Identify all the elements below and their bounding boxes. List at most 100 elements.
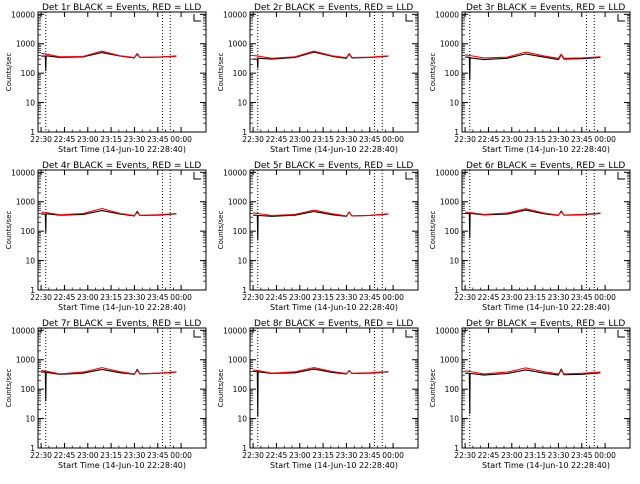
x-tick-label: 00:00	[382, 451, 404, 460]
y-tick-label: 10	[237, 415, 247, 424]
y-tick-label: 1000	[440, 356, 459, 365]
lld-series-line	[465, 208, 601, 216]
x-tick-label: 23:15	[312, 451, 334, 460]
lld-series-line	[253, 367, 389, 375]
x-tick-label: 23:15	[100, 293, 122, 302]
y-axis-label: Counts/sec	[429, 53, 437, 92]
x-tick-label: 22:30	[242, 135, 264, 144]
y-tick-label: 100	[21, 69, 36, 78]
x-axis-label: Start Time (14-Jun-10 22:28:40)	[270, 303, 398, 312]
x-tick-label: 22:30	[454, 135, 476, 144]
x-tick-label: 23:30	[336, 135, 358, 144]
y-tick-label: 1	[242, 128, 247, 137]
plot-frame	[249, 327, 419, 449]
x-tick-label: 23:30	[336, 293, 358, 302]
x-tick-label: 22:45	[54, 293, 76, 302]
x-tick-label: 23:30	[124, 135, 146, 144]
panel-title: Det 9r BLACK = Events, RED = LLD	[466, 319, 625, 329]
x-tick-label: 22:30	[242, 293, 264, 302]
corner-bracket	[617, 172, 625, 180]
x-tick-label: 00:00	[594, 293, 616, 302]
plot-frame	[249, 169, 419, 291]
y-tick-label: 100	[445, 227, 460, 236]
y-tick-label: 10	[25, 257, 35, 266]
plot-frame	[37, 327, 207, 449]
x-tick-label: 23:00	[289, 293, 311, 302]
y-tick-label: 10000	[223, 326, 247, 335]
y-tick-label: 10	[237, 257, 247, 266]
panel-title: Det 1r BLACK = Events, RED = LLD	[42, 3, 201, 13]
y-tick-label: 1000	[228, 40, 247, 49]
y-tick-label: 1000	[16, 40, 35, 49]
events-series-line	[465, 368, 601, 414]
lld-series-line	[41, 207, 177, 217]
y-axis-label: Counts/sec	[5, 211, 13, 250]
y-tick-label: 100	[445, 69, 460, 78]
panel-title: Det 3r BLACK = Events, RED = LLD	[466, 3, 625, 13]
x-tick-label: 23:45	[571, 135, 593, 144]
events-series-line	[41, 52, 177, 72]
plot-frame	[461, 11, 631, 133]
events-series-line	[253, 368, 389, 417]
y-tick-label: 10	[449, 257, 459, 266]
y-tick-label: 10000	[11, 10, 35, 19]
detector-panel: Det 2r BLACK = Events, RED = LLD 1 10 100 10…	[217, 3, 419, 154]
x-tick-label: 23:15	[524, 451, 546, 460]
y-tick-label: 1000	[16, 198, 35, 207]
x-tick-label: 22:30	[30, 451, 52, 460]
y-axis-label: Counts/sec	[217, 211, 225, 250]
y-tick-label: 10000	[223, 168, 247, 177]
corner-bracket	[617, 330, 625, 338]
y-tick-label: 10	[237, 99, 247, 108]
panel-title: Det 5r BLACK = Events, RED = LLD	[254, 161, 413, 171]
y-tick-label: 100	[21, 385, 36, 394]
y-tick-label: 1	[30, 286, 35, 295]
x-axis-label: Start Time (14-Jun-10 22:28:40)	[58, 145, 186, 154]
panel-title: Det 7r BLACK = Events, RED = LLD	[42, 319, 201, 329]
x-tick-label: 23:00	[289, 135, 311, 144]
x-tick-label: 23:45	[571, 293, 593, 302]
y-tick-label: 10	[25, 99, 35, 108]
x-tick-label: 22:30	[30, 293, 52, 302]
detector-panel: Det 7r BLACK = Events, RED = LLD 1 10 100 10…	[5, 319, 207, 470]
detector-panel: Det 1r BLACK = Events, RED = LLD 1 10 100 10…	[5, 3, 207, 154]
x-tick-label: 23:15	[100, 135, 122, 144]
x-tick-label: 22:45	[478, 451, 500, 460]
lld-series-line	[253, 50, 389, 59]
y-tick-label: 10000	[223, 10, 247, 19]
lld-series-line	[41, 367, 177, 375]
corner-bracket	[617, 14, 625, 22]
y-tick-label: 10000	[11, 168, 35, 177]
y-axis-label: Counts/sec	[217, 369, 225, 408]
plot-frame	[37, 169, 207, 291]
detector-panel: Det 6r BLACK = Events, RED = LLD 1 10 100 10…	[429, 161, 631, 312]
y-tick-label: 10000	[435, 10, 459, 19]
x-tick-label: 23:45	[147, 451, 169, 460]
x-tick-label: 23:15	[312, 293, 334, 302]
detector-panel: Det 3r BLACK = Events, RED = LLD 1 10 100 10…	[429, 3, 631, 154]
x-axis-label: Start Time (14-Jun-10 22:28:40)	[58, 461, 186, 470]
x-tick-label: 23:15	[524, 135, 546, 144]
x-tick-label: 23:30	[124, 293, 146, 302]
x-tick-label: 23:00	[501, 135, 523, 144]
y-tick-label: 1	[454, 444, 459, 453]
x-axis-label: Start Time (14-Jun-10 22:28:40)	[482, 461, 610, 470]
x-tick-label: 23:45	[147, 135, 169, 144]
plot-frame	[249, 11, 419, 133]
x-tick-label: 22:45	[54, 451, 76, 460]
y-axis-label: Counts/sec	[217, 53, 225, 92]
x-tick-label: 23:00	[501, 293, 523, 302]
x-tick-label: 23:30	[548, 135, 570, 144]
x-tick-label: 22:30	[242, 451, 264, 460]
events-series-line	[253, 51, 389, 69]
y-tick-label: 10	[449, 415, 459, 424]
plot-frame	[37, 11, 207, 133]
x-tick-label: 22:30	[454, 451, 476, 460]
y-tick-label: 100	[21, 227, 36, 236]
x-tick-label: 22:30	[454, 293, 476, 302]
x-axis-label: Start Time (14-Jun-10 22:28:40)	[482, 145, 610, 154]
events-series-line	[41, 210, 177, 234]
y-tick-label: 1	[30, 128, 35, 137]
lld-series-line	[465, 367, 601, 375]
